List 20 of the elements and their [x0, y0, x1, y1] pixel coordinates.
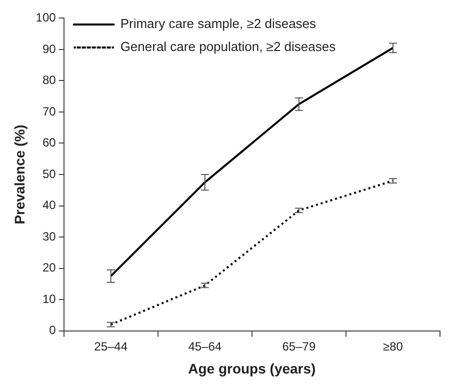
x-tick-label: 65–79: [282, 339, 316, 354]
legend-label: General care population, ≥2 diseases: [120, 39, 336, 54]
y-tick-label: 80: [42, 73, 56, 88]
y-tick-label: 40: [42, 198, 56, 212]
y-tick-label: 20: [42, 260, 56, 275]
y-tick-label: 90: [42, 42, 56, 56]
line-series: [110, 180, 394, 326]
x-tick-label: 25–44: [94, 339, 128, 354]
y-axis-title: Prevalence (%): [11, 124, 28, 224]
y-tick-label: 0: [49, 323, 56, 338]
y-tick-label: 60: [42, 136, 56, 150]
y-tick-label: 10: [42, 292, 56, 306]
x-tick-label: 45–64: [188, 339, 222, 354]
y-tick-label: 50: [42, 166, 56, 181]
x-tick-label: ≥80: [383, 339, 404, 354]
x-axis-title: Age groups (years): [188, 360, 316, 376]
y-tick-label: 30: [42, 229, 56, 244]
y-tick-label: 70: [42, 104, 56, 118]
legend-label: Primary care sample, ≥2 diseases: [120, 16, 317, 32]
y-tick-label: 100: [36, 10, 56, 25]
